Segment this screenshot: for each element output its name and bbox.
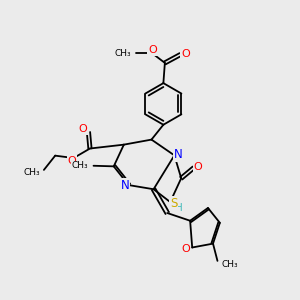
Text: S: S [170,197,178,210]
Text: CH₃: CH₃ [72,161,88,170]
Text: O: O [194,162,203,172]
Text: CH₃: CH₃ [114,49,131,58]
Text: N: N [174,148,182,161]
Text: O: O [68,156,76,166]
Text: O: O [181,244,190,254]
Text: O: O [148,45,157,56]
Text: O: O [79,124,88,134]
Text: CH₃: CH₃ [24,168,40,177]
Text: O: O [181,49,190,59]
Text: N: N [121,179,129,192]
Text: H: H [175,203,182,213]
Text: CH₃: CH₃ [221,260,238,269]
